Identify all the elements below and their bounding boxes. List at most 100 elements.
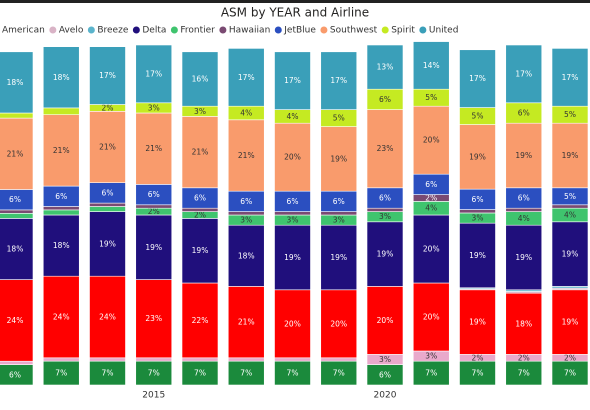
data-label: 3% [148,103,160,112]
bar-segment [459,49,496,108]
data-label: 19% [515,253,532,262]
data-label: 7% [287,369,299,378]
bar-segment [181,207,219,212]
data-label: 2% [148,207,160,216]
data-label: 3% [472,214,484,223]
bar-segment [135,357,173,362]
bar-segment [412,41,450,90]
data-label: 20% [423,136,440,145]
x-tick-label: 2015 [142,391,165,401]
bar-segment [366,109,404,189]
data-label: 7% [194,369,206,378]
bar-segment [42,46,80,109]
data-label: 19% [515,151,532,160]
data-label: 13% [377,63,394,72]
data-label: 6% [379,370,391,379]
data-label: 5% [472,112,484,121]
data-label: 21% [53,146,70,155]
data-label: 21% [7,149,24,158]
bar-segment [320,357,358,362]
data-label: 19% [562,318,579,327]
bar-segment [0,279,34,362]
data-label: 24% [7,316,24,325]
bar-segment [551,221,589,287]
data-label: 21% [145,144,162,153]
data-label: 20% [423,313,440,322]
data-label: 23% [145,314,162,323]
data-label: 3% [379,212,391,221]
data-label: 3% [194,107,206,116]
bar-segment [89,206,126,212]
bar-segment [505,44,543,104]
bar-segment [366,286,404,355]
legend-marker [219,26,227,34]
bar-segment [42,114,80,187]
data-label: 7% [333,369,345,378]
frame-top [0,0,590,3]
legend-marker [132,26,140,34]
data-label: 6% [518,194,530,203]
bar-segment [227,211,265,216]
legend-marker [381,26,389,34]
legend-label: United [429,26,459,36]
data-label: 23% [377,144,394,153]
legend: American Avelo Breeze Delta Frontier Hawaiian… [2,26,459,36]
data-label: 7% [102,369,114,378]
data-label: 19% [330,154,347,163]
data-label: 4% [240,109,252,118]
legend-marker [419,26,427,34]
bar-segment [505,207,543,212]
data-label: 6% [379,194,391,203]
bar-segment [0,209,34,214]
bar-segment [42,214,80,277]
data-label: 17% [145,69,162,78]
bar-segment [181,51,219,107]
bar-segment [181,357,219,362]
legend-marker [87,26,95,34]
data-label: 6% [194,194,206,203]
data-label: 16% [192,75,209,84]
data-label: 6% [518,109,530,118]
bar-segment [0,112,34,119]
data-label: 3% [287,216,299,225]
data-label: 6% [102,188,114,197]
data-label: 7% [425,369,437,378]
data-label: 7% [472,369,484,378]
data-label: 3% [379,355,391,364]
data-label: 6% [287,197,299,206]
plot: 6% 24% 18% 6% 21% 18% 7% 24% 18% 6% 21% 18% 7% 24% 19%… [0,41,589,401]
bar-segment [227,224,265,287]
data-label: 21% [238,318,255,327]
data-label: 20% [423,245,440,254]
data-label: 18% [53,73,70,82]
bar-segment [551,122,589,189]
bar-segment [459,222,496,289]
bar-segment [274,289,311,359]
data-label: 3% [333,216,345,225]
data-label: 6% [55,192,67,201]
bar-segment [227,48,265,107]
data-label: 7% [564,369,576,378]
bar-segment [181,116,219,189]
data-label: 19% [330,253,347,262]
data-label: 14% [423,61,440,70]
legend-label: Breeze [97,26,128,36]
bar-segment [42,357,80,362]
data-label: 5% [333,114,345,123]
data-label: 20% [377,316,394,325]
data-label: 20% [284,319,301,328]
chart-title: ASM by YEAR and Airline [221,6,369,20]
data-label: 19% [469,152,486,161]
legend-marker [274,26,282,34]
bar-segment [42,275,80,359]
legend-label: Southwest [330,26,378,36]
bar-segment [459,209,496,214]
data-label: 19% [145,243,162,252]
data-label: 5% [564,192,576,201]
data-label: 17% [469,74,486,83]
data-label: 2% [194,211,206,220]
bar-segment [227,357,265,362]
bar-segment [505,292,543,355]
data-label: 19% [562,250,579,259]
data-label: 17% [238,73,255,82]
